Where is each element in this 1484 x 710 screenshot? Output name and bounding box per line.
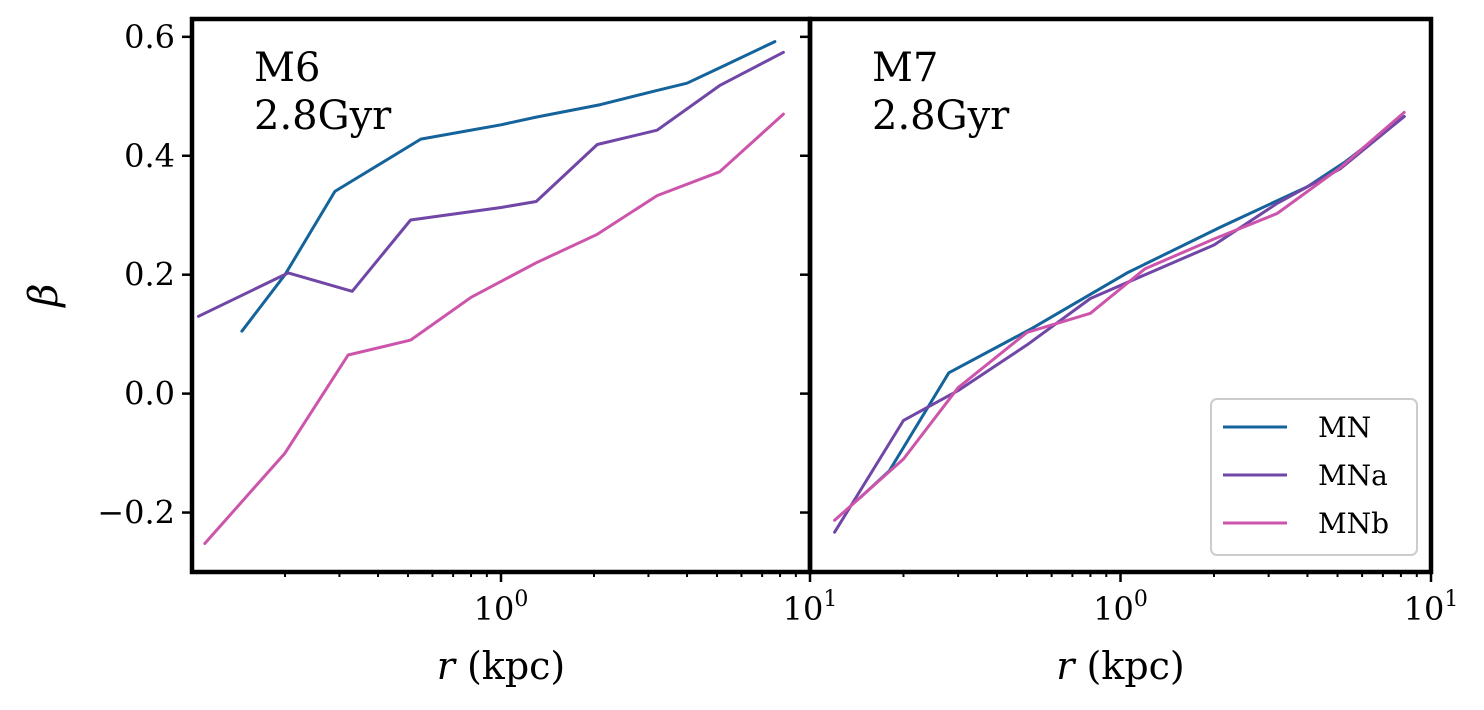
series-line-mna <box>197 50 785 318</box>
panel-annotation: 2.8Gyr <box>254 93 392 139</box>
x-tick-label: 101 <box>1404 587 1459 628</box>
x-axis-label: r (kpc) <box>1056 644 1185 688</box>
x-tick-label: 100 <box>1093 587 1148 628</box>
x-tick-label: 100 <box>474 587 529 628</box>
x-tick-label: 101 <box>783 587 838 628</box>
y-tick-label: 0.0 <box>124 375 175 413</box>
panel-2: 100 101 M72.8Gyr r (kpc) MN MNa MNb <box>800 16 1459 688</box>
panel-annotation: M6 <box>254 45 320 91</box>
legend-box <box>1210 398 1418 556</box>
series-line-mn <box>240 40 777 333</box>
series-line-mnb <box>833 110 1406 522</box>
series-line-mnb <box>203 112 785 545</box>
panel-1: 100 101 −0.2 0.0 0.2 0.4 0.6 M62.8Gyr r (kpc) <box>97 16 838 688</box>
y-tick-label: 0.6 <box>124 18 175 56</box>
series-group <box>833 110 1406 534</box>
panel-frame <box>807 16 1434 575</box>
y-tick-label: 0.4 <box>124 137 175 175</box>
panel-annotation: 2.8Gyr <box>872 93 1010 139</box>
legend-label-mn: MN <box>1318 411 1371 444</box>
panel-annotation: M7 <box>872 45 938 91</box>
series-group <box>197 40 785 545</box>
legend: MN MNa MNb <box>1210 398 1418 556</box>
series-line-mn <box>858 115 1406 500</box>
x-axis-label: r (kpc) <box>437 644 566 688</box>
y-axis-label: β <box>21 283 67 308</box>
y-tick-label: −0.2 <box>97 494 175 532</box>
legend-label-mnb: MNb <box>1318 507 1389 540</box>
legend-label-mna: MNa <box>1318 459 1388 492</box>
series-line-mna <box>833 115 1406 534</box>
y-tick-label: 0.2 <box>124 256 175 294</box>
